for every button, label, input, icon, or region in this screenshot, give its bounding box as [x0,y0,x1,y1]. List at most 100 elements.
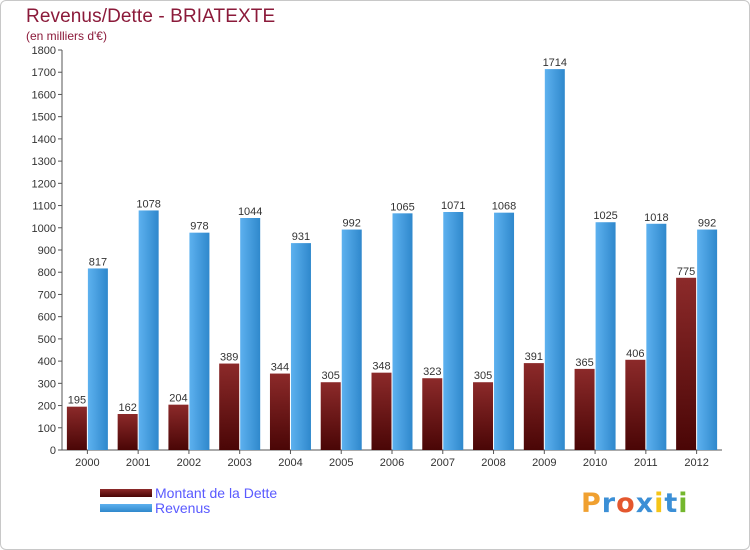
x-tick-label: 2000 [75,457,99,469]
chart-axes: 0 100 200 300 400 500 600 700 800 900 1000 1100 1200… [32,45,722,469]
y-tick-label: 1200 [32,178,56,190]
data-label-debt-2004: 344 [271,362,289,374]
data-label-revenus-2009: 1714 [543,57,567,69]
y-tick-label: 300 [38,378,56,390]
chart-data-labels: 195 162 204 389 344 305 348 323 305 391 365 406 775 8… [68,57,717,414]
x-tick-label: 2008 [481,457,505,469]
x-tick-label: 2001 [126,457,150,469]
data-label-debt-2010: 365 [575,357,593,369]
bar-revenus-2008 [494,212,515,450]
y-tick-label: 400 [38,356,56,368]
x-tick-label: 2009 [532,457,556,469]
x-tick-label: 2004 [278,457,302,469]
data-label-debt-2005: 305 [322,370,340,382]
y-tick-label: 1100 [32,201,56,213]
legend-swatch-debt [100,489,152,497]
y-tick-label: 1500 [32,112,56,124]
y-tick-label: 0 [50,445,56,457]
legend-label-debt: Montant de la Dette [155,485,278,501]
x-tick-label: 2003 [227,457,251,469]
bar-debt-2007 [422,378,443,450]
bar-debt-2001 [117,414,138,450]
chart-title: Revenus/Dette - BRIATEXTE [26,6,276,27]
bar-debt-2008 [473,382,494,450]
bar-debt-2009 [523,363,544,450]
data-label-debt-2000: 195 [68,395,86,407]
data-label-debt-2002: 204 [169,393,187,405]
logo-letter: P [581,488,602,519]
y-tick-label: 1000 [32,223,56,235]
data-label-revenus-2005: 992 [343,218,361,230]
proxiti-logo: Proxiti [581,488,689,519]
bar-revenus-2006 [392,213,413,450]
data-label-revenus-2008: 1068 [492,201,516,213]
data-label-revenus-2004: 931 [292,231,310,243]
y-tick-label: 100 [38,423,56,435]
bar-revenus-2003 [240,218,261,450]
x-tick-label: 2006 [380,457,404,469]
y-tick-label: 500 [38,334,56,346]
bar-revenus-2000 [87,268,108,450]
bar-revenus-2007 [443,212,464,450]
y-tick-label: 200 [38,401,56,413]
x-tick-label: 2005 [329,457,353,469]
bar-debt-2004 [269,373,290,450]
y-tick-label: 700 [38,289,56,301]
chart-subtitle: (en milliers d'€) [26,29,107,43]
data-label-revenus-2003: 1044 [238,206,262,218]
bar-revenus-2002 [189,232,210,450]
data-label-revenus-2011: 1018 [644,212,668,224]
data-label-debt-2009: 391 [525,351,543,363]
data-label-revenus-2002: 978 [190,221,208,233]
y-tick-label: 1400 [32,134,56,146]
bar-revenus-2011 [646,223,667,450]
x-tick-label: 2002 [177,457,201,469]
data-label-revenus-2012: 992 [698,218,716,230]
bar-revenus-2005 [341,229,362,450]
bar-debt-2002 [168,404,189,450]
bar-revenus-2012 [697,229,718,450]
bar-revenus-2001 [138,210,159,450]
data-label-revenus-2000: 817 [89,256,107,268]
logo-letter: o [616,488,636,519]
data-label-debt-2007: 323 [423,366,441,378]
data-label-debt-2012: 775 [677,266,695,278]
y-tick-label: 1300 [32,156,56,168]
data-label-revenus-2010: 1025 [593,210,617,222]
bar-debt-2012 [676,277,697,450]
y-tick-label: 600 [38,312,56,324]
legend-swatch-revenus [100,504,152,512]
y-tick-label: 800 [38,267,56,279]
bar-revenus-2004 [290,243,311,450]
bar-revenus-2009 [544,69,565,450]
bar-debt-2003 [219,363,240,450]
x-tick-label: 2010 [583,457,607,469]
bar-debt-2006 [371,372,392,450]
logo-letter: r [601,488,617,519]
y-tick-label: 1700 [32,67,56,79]
logo-letter: x [635,488,655,519]
bar-debt-2011 [625,359,646,450]
chart-bars [66,69,718,450]
logo-letter: i [678,488,689,519]
x-tick-label: 2012 [684,457,708,469]
data-label-debt-2011: 406 [626,348,644,360]
legend-label-revenus: Revenus [155,500,211,516]
data-label-debt-2006: 348 [372,361,390,373]
bar-debt-2005 [320,382,341,450]
data-label-revenus-2007: 1071 [441,200,465,212]
data-label-debt-2008: 305 [474,370,492,382]
data-label-revenus-2001: 1078 [136,198,160,210]
data-label-debt-2003: 389 [220,352,238,364]
bar-debt-2010 [574,368,595,450]
x-tick-label: 2007 [431,457,455,469]
logo-letter: i [654,488,665,519]
y-tick-label: 900 [38,245,56,257]
logo-letter: t [664,488,679,519]
bar-debt-2000 [66,406,87,450]
y-tick-label: 1600 [32,89,56,101]
data-label-revenus-2006: 1065 [390,201,414,213]
data-label-debt-2001: 162 [118,402,136,414]
